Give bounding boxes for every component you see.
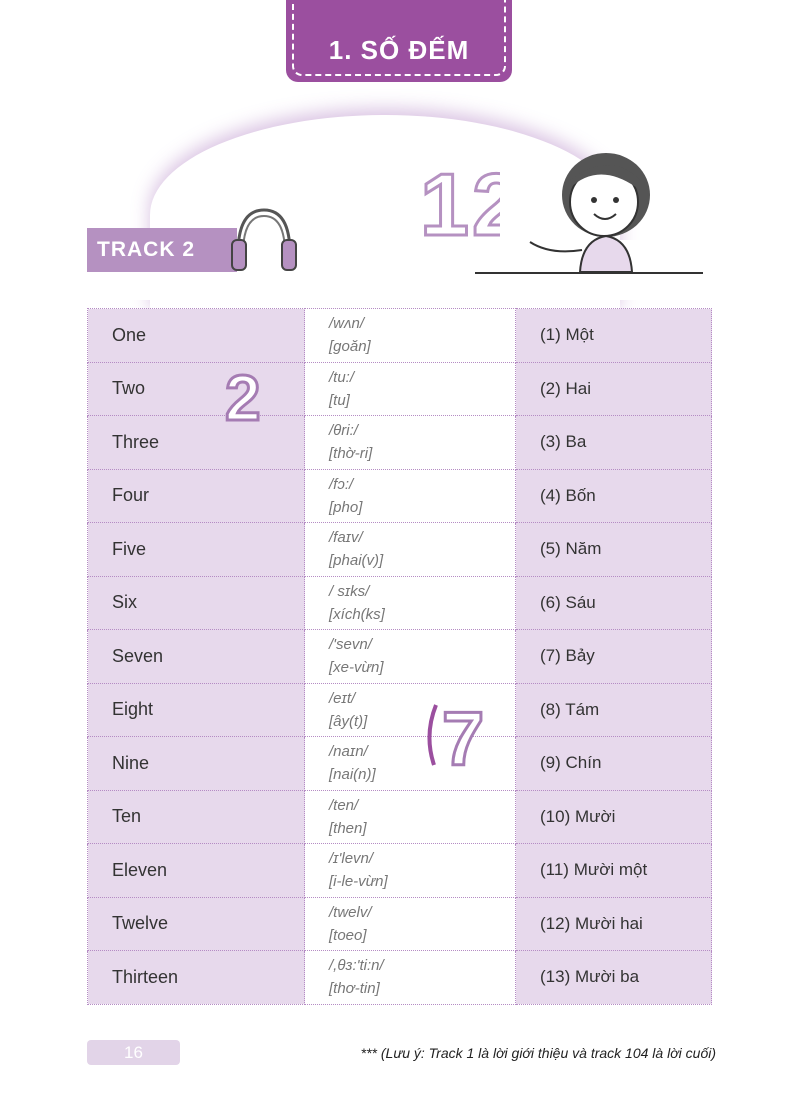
pronunciation-cell: / sɪks/ [xích(ks] bbox=[304, 575, 516, 630]
pronunciation-cell: /ten/ [then] bbox=[304, 789, 516, 844]
svg-text:7: 7 bbox=[442, 697, 484, 775]
english-word: Twelve bbox=[87, 896, 305, 951]
reading-text: [goăn] bbox=[329, 338, 371, 356]
ground-line bbox=[475, 272, 703, 274]
table-row: Four/fɔ:/ [pho] (4) Bốn bbox=[87, 468, 712, 523]
table-row: Eleven/ɪ'levn/ [i-le-vừn] (11) Mười một bbox=[87, 843, 712, 898]
table-row: Two/tu:/[tu] (2) Hai bbox=[87, 361, 712, 416]
table-row: Six / sɪks/ [xích(ks] (6) Sáu bbox=[87, 575, 712, 630]
reading-text: [toeo] bbox=[329, 926, 367, 944]
vietnamese-meaning: (13) Mười ba bbox=[515, 950, 712, 1005]
pronunciation-cell: /faɪv/ [phai(v)] bbox=[304, 522, 516, 577]
english-word: Five bbox=[87, 522, 305, 577]
svg-text:2: 2 bbox=[225, 362, 261, 434]
reading-text: [xích(ks] bbox=[329, 605, 385, 623]
ipa-text: / sɪks/ bbox=[329, 582, 370, 600]
number-one-illustration: 1 2 bbox=[420, 155, 500, 245]
ipa-text: /ten/ bbox=[329, 796, 359, 814]
english-word: Four bbox=[87, 468, 305, 523]
vietnamese-meaning: (4) Bốn bbox=[515, 468, 712, 523]
table-row: Eight/eɪt/ [ây(t)] (8) Tám bbox=[87, 682, 712, 737]
english-word: Three bbox=[87, 415, 305, 470]
reading-text: [pho] bbox=[329, 498, 363, 516]
ipa-text: /ɪ'levn/ bbox=[329, 850, 374, 868]
track-banner: TRACK 2 bbox=[87, 228, 237, 272]
ipa-text: /θri:/ bbox=[329, 422, 358, 440]
reading-text: [nai(n)] bbox=[329, 766, 376, 784]
ipa-text: /,θɜ:'ti:n/ bbox=[329, 957, 384, 975]
reading-text: [phai(v)] bbox=[329, 552, 384, 570]
reading-text: [xe-vừn] bbox=[329, 659, 384, 677]
vietnamese-meaning: (11) Mười một bbox=[515, 843, 712, 898]
table-row: Three/θri:/ [thờ-ri] (3) Ba bbox=[87, 415, 712, 470]
svg-text:2: 2 bbox=[472, 155, 500, 245]
table-row: Seven /'sevn/ [xe-vừn] (7) Bảy bbox=[87, 629, 712, 684]
section-title-tab: 1. SỐ ĐẾM bbox=[286, 0, 512, 82]
pronunciation-cell: /wʌn/ [goăn] bbox=[304, 308, 516, 363]
pronunciation-cell: /θri:/ [thờ-ri] bbox=[304, 415, 516, 470]
track-label: TRACK 2 bbox=[97, 238, 196, 261]
footer-note: *** (Lưu ý: Track 1 là lời giới thiệu và… bbox=[360, 1045, 716, 1061]
english-word: Eight bbox=[87, 682, 305, 737]
svg-text:1: 1 bbox=[420, 155, 469, 245]
vietnamese-meaning: (1) Một bbox=[515, 308, 712, 363]
reading-text: [thơ-tin] bbox=[329, 980, 380, 998]
ipa-text: /naɪn/ bbox=[329, 743, 368, 761]
pronunciation-cell: /ɪ'levn/ [i-le-vừn] bbox=[304, 843, 516, 898]
ipa-text: /'sevn/ bbox=[329, 636, 372, 654]
table-row: Thirteen /,θɜ:'ti:n/ [thơ-tin] (13) Mười ba bbox=[87, 950, 712, 1005]
pronunciation-cell: /'sevn/ [xe-vừn] bbox=[304, 629, 516, 684]
number-seven-illustration: 7 bbox=[427, 696, 486, 775]
reading-text: [i-le-vừn] bbox=[329, 873, 388, 891]
vietnamese-meaning: (8) Tám bbox=[515, 682, 712, 737]
girl-illustration bbox=[529, 153, 650, 273]
ipa-text: /fɔ:/ bbox=[329, 475, 354, 493]
pronunciation-cell: /naɪn/ [nai(n)] bbox=[304, 736, 516, 791]
pronunciation-cell: /eɪt/ [ây(t)] bbox=[304, 682, 516, 737]
vietnamese-meaning: (12) Mười hai bbox=[515, 896, 712, 951]
table-row: Ten/ten/ [then] (10) Mười bbox=[87, 789, 712, 844]
vietnamese-meaning: (2) Hai bbox=[515, 361, 712, 416]
table-row: One/wʌn/ [goăn] (1) Một bbox=[87, 308, 712, 363]
reading-text: [tu] bbox=[329, 391, 350, 409]
reading-text: [then] bbox=[329, 819, 367, 837]
dashed-border bbox=[292, 0, 506, 76]
vietnamese-meaning: (6) Sáu bbox=[515, 575, 712, 630]
ipa-text: /faɪv/ bbox=[329, 529, 363, 547]
number-two-illustration: 2 bbox=[224, 361, 263, 436]
english-word: Ten bbox=[87, 789, 305, 844]
english-word: Six bbox=[87, 575, 305, 630]
ipa-text: /eɪt/ bbox=[329, 689, 356, 707]
page-number: 16 bbox=[87, 1040, 180, 1065]
headphones-icon bbox=[231, 208, 297, 271]
table-row: Twelve/twelv/ [toeo] (12) Mười hai bbox=[87, 896, 712, 951]
pronunciation-cell: /,θɜ:'ti:n/ [thơ-tin] bbox=[304, 950, 516, 1005]
ipa-text: /wʌn/ bbox=[329, 315, 365, 333]
vietnamese-meaning: (7) Bảy bbox=[515, 629, 712, 684]
vietnamese-meaning: (3) Ba bbox=[515, 415, 712, 470]
vietnamese-meaning: (5) Năm bbox=[515, 522, 712, 577]
table-row: Nine/naɪn/ [nai(n)] (9) Chín bbox=[87, 736, 712, 791]
english-word: Nine bbox=[87, 736, 305, 791]
table-row: Five/faɪv/ [phai(v)] (5) Năm bbox=[87, 522, 712, 577]
english-word: One bbox=[87, 308, 305, 363]
reading-text: [thờ-ri] bbox=[329, 445, 373, 463]
pronunciation-cell: /tu:/ [tu] bbox=[304, 361, 516, 416]
ipa-text: /tu:/ bbox=[329, 368, 355, 386]
english-word: Eleven bbox=[87, 843, 305, 898]
english-word: Thirteen bbox=[87, 950, 305, 1005]
pronunciation-cell: /fɔ:/ [pho] bbox=[304, 468, 516, 523]
vietnamese-meaning: (10) Mười bbox=[515, 789, 712, 844]
vietnamese-meaning: (9) Chín bbox=[515, 736, 712, 791]
english-word: Seven bbox=[87, 629, 305, 684]
ipa-text: /twelv/ bbox=[329, 903, 372, 921]
page-title: 1. SỐ ĐẾM bbox=[328, 35, 470, 65]
pronunciation-cell: /twelv/ [toeo] bbox=[304, 896, 516, 951]
reading-text: [ây(t)] bbox=[329, 712, 368, 730]
numbers-table: One/wʌn/[goăn] (1) Một Two/tu:/[tu] (2) Hai… bbox=[87, 308, 712, 1005]
